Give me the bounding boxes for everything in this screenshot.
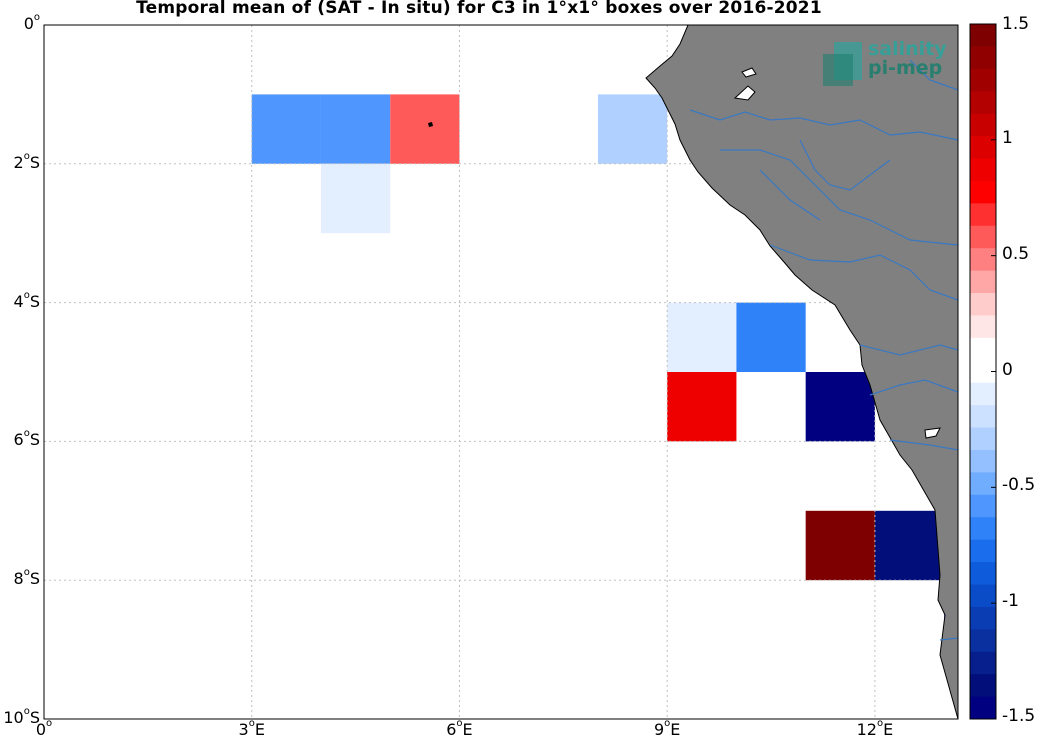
logo-text-pi-mep: pi-mep bbox=[868, 57, 943, 79]
colorbar-segment bbox=[970, 91, 996, 115]
x-tick-label: 12oE bbox=[856, 718, 894, 739]
data-box bbox=[597, 94, 668, 164]
colorbar-tick-label: -1.5 bbox=[1002, 706, 1036, 726]
data-box bbox=[805, 372, 875, 442]
colorbar-segment bbox=[970, 113, 996, 137]
river-layer bbox=[689, 59, 959, 641]
y-tick-label: 2oS bbox=[13, 150, 40, 172]
river bbox=[689, 109, 959, 141]
data-box bbox=[320, 163, 391, 234]
data-box bbox=[874, 510, 945, 581]
x-tick-label: 9oE bbox=[653, 718, 681, 739]
colorbar-segment bbox=[970, 337, 996, 361]
data-box bbox=[667, 372, 737, 442]
x-tick-label: 0o bbox=[35, 718, 53, 739]
river bbox=[909, 59, 959, 91]
colorbar-segment bbox=[970, 674, 996, 698]
logo-mark-icon bbox=[823, 42, 862, 86]
data-box bbox=[667, 302, 737, 372]
river bbox=[769, 244, 959, 301]
y-tick-label: 8oS bbox=[13, 567, 40, 589]
colorbar-segment bbox=[970, 270, 996, 294]
colorbar-segment bbox=[970, 651, 996, 675]
colorbar-tick-label: 0.5 bbox=[1002, 243, 1030, 264]
y-tick-label: 0o bbox=[23, 12, 40, 33]
colorbar-segment bbox=[970, 449, 996, 473]
data-box bbox=[736, 302, 806, 372]
colorbar-segment bbox=[970, 248, 996, 272]
colorbar-segment bbox=[970, 494, 996, 518]
colorbar-segment bbox=[970, 136, 996, 160]
y-tick-label: 10oS bbox=[3, 706, 40, 727]
data-box bbox=[805, 510, 875, 581]
colorbar-segment bbox=[970, 68, 996, 92]
colorbar-segment bbox=[970, 562, 996, 585]
island bbox=[428, 122, 433, 127]
colorbar-segment bbox=[970, 696, 996, 720]
island bbox=[741, 67, 757, 78]
colorbar-tick-label: 0 bbox=[1002, 359, 1013, 380]
colorbar-tick-label: -0.5 bbox=[1002, 475, 1036, 496]
river bbox=[939, 637, 959, 641]
data-box bbox=[251, 94, 321, 164]
river bbox=[759, 169, 821, 221]
colorbar-segment bbox=[970, 315, 996, 339]
y-tick-label: 6oS bbox=[13, 428, 40, 450]
land-mass bbox=[645, 24, 959, 720]
river bbox=[889, 439, 959, 451]
plot-frame bbox=[43, 24, 959, 720]
colorbar-tick-label: 1.5 bbox=[1002, 14, 1030, 34]
colorbar-segment bbox=[970, 360, 996, 384]
colorbar-segment bbox=[970, 405, 996, 429]
colorbar-segment bbox=[970, 517, 996, 541]
colorbar-segment bbox=[970, 180, 996, 204]
data-box bbox=[320, 94, 391, 164]
colorbar-segment bbox=[970, 539, 996, 563]
colorbar-segment bbox=[970, 472, 996, 496]
colorbar-segment bbox=[970, 293, 996, 316]
chart-title: Temporal mean of (SAT - In situ) for C3 … bbox=[136, 0, 822, 18]
colorbar-segment bbox=[970, 382, 996, 406]
colorbar-segment bbox=[970, 225, 996, 249]
river bbox=[869, 379, 959, 396]
river bbox=[720, 149, 959, 246]
colorbar-segment bbox=[970, 427, 996, 451]
colorbar-segment bbox=[970, 24, 996, 47]
y-tick-label: 4oS bbox=[13, 289, 40, 311]
data-box bbox=[597, 233, 668, 303]
x-tick-label: 3oE bbox=[238, 718, 265, 739]
river bbox=[799, 139, 891, 191]
colorbar-segment bbox=[970, 158, 996, 182]
colorbar-segment bbox=[970, 203, 996, 227]
island bbox=[733, 85, 756, 101]
colorbar-tick-label: -1 bbox=[1002, 591, 1019, 612]
colorbar-segment bbox=[970, 584, 996, 608]
land-layer bbox=[428, 24, 959, 720]
island bbox=[924, 427, 941, 439]
x-tick-label: 6oE bbox=[446, 718, 473, 739]
colorbar-segment bbox=[970, 606, 996, 630]
colorbar-segment bbox=[970, 629, 996, 653]
colorbar-tick-label: 1 bbox=[1002, 127, 1013, 148]
river bbox=[859, 344, 959, 356]
logo-text-salinity: salinity bbox=[868, 38, 947, 60]
data-box bbox=[390, 94, 460, 164]
salinity-pi-mep-logo: salinity pi-mep bbox=[820, 38, 950, 88]
colorbar-segment bbox=[970, 46, 996, 70]
